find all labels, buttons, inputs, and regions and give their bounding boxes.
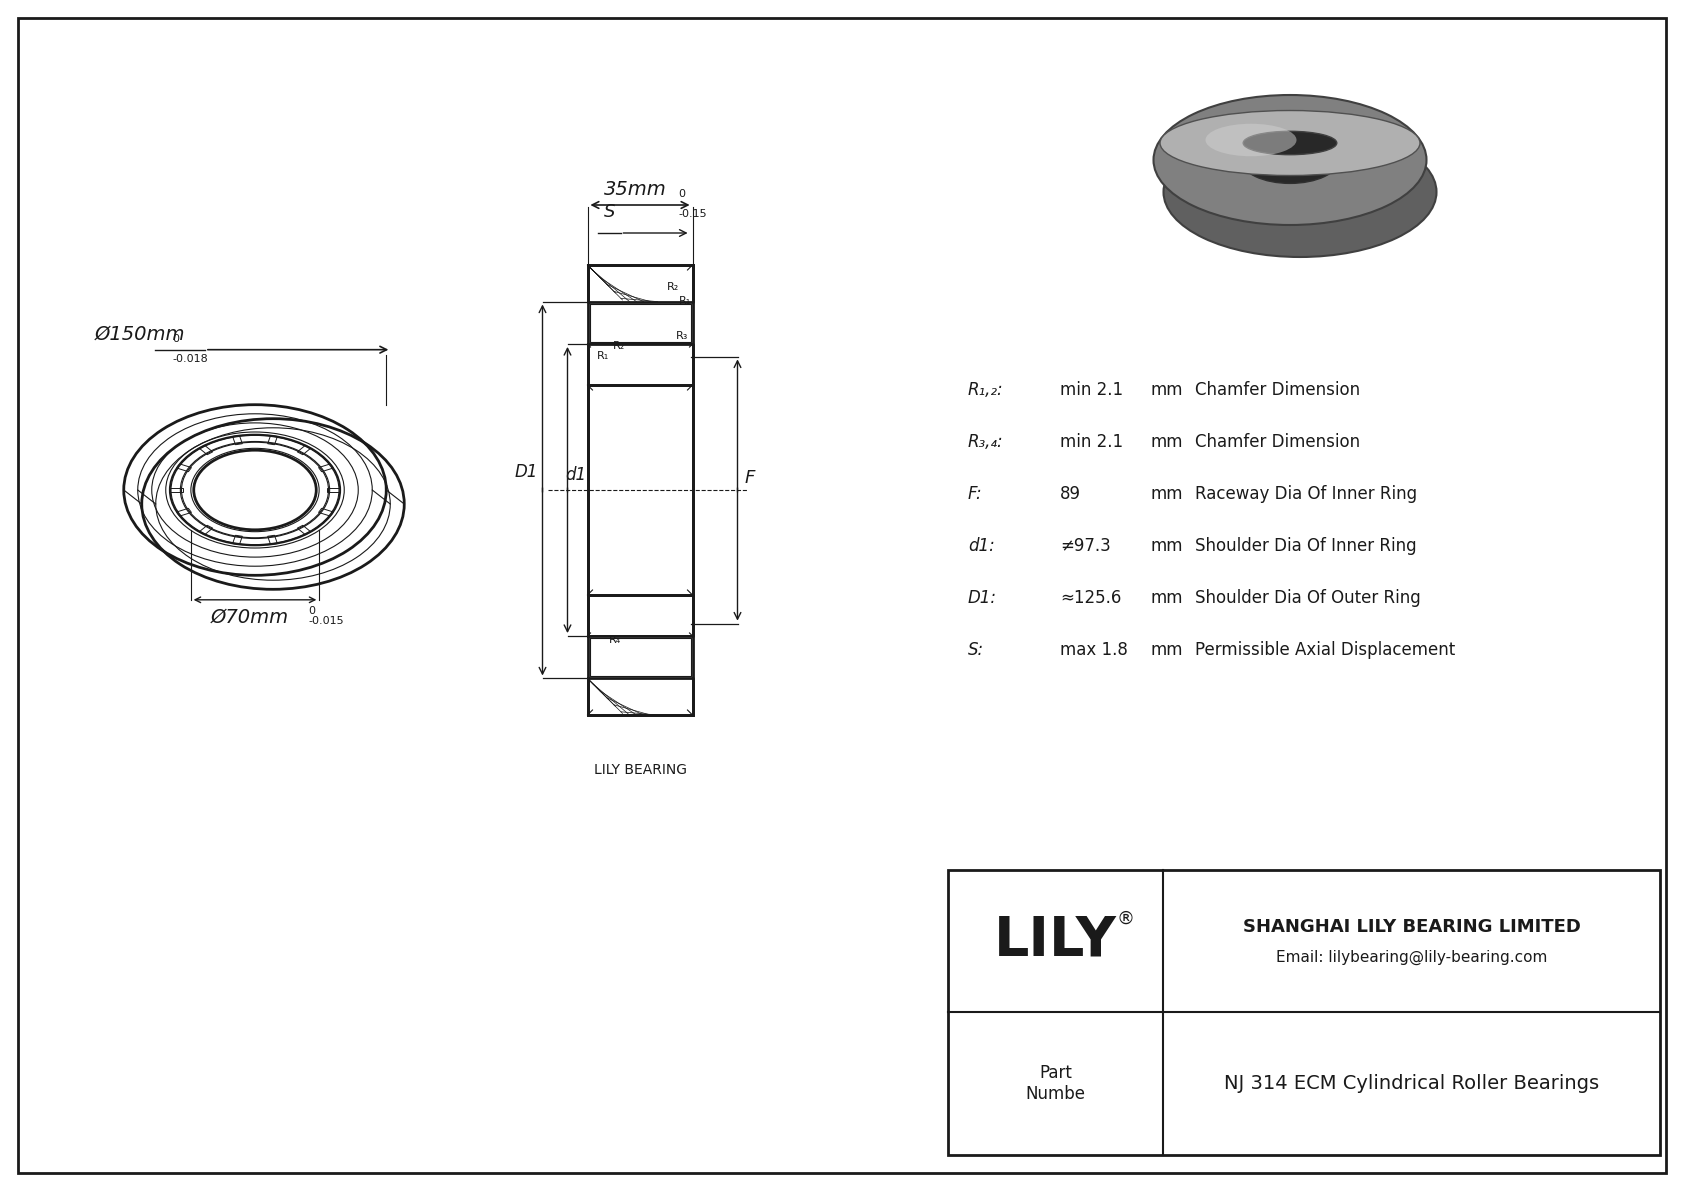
Ellipse shape [1154,95,1426,225]
Text: 0: 0 [679,189,685,199]
Text: Ø70mm: Ø70mm [210,607,290,626]
Text: F:: F: [968,485,983,503]
Ellipse shape [1164,127,1436,257]
Text: mm: mm [1150,485,1182,503]
Text: d1:: d1: [968,537,995,555]
Text: mm: mm [1150,590,1182,607]
Text: mm: mm [1150,381,1182,399]
Text: D1:: D1: [968,590,997,607]
Text: R₄: R₄ [610,635,621,646]
Text: D1: D1 [514,463,537,481]
Text: Chamfer Dimension: Chamfer Dimension [1196,381,1361,399]
Text: d1: d1 [564,466,586,484]
Bar [948,869,1660,1155]
Text: LILY: LILY [994,913,1116,968]
Ellipse shape [1160,111,1420,175]
Text: R₂: R₂ [667,282,679,292]
Text: SHANGHAI LILY BEARING LIMITED: SHANGHAI LILY BEARING LIMITED [1243,918,1581,936]
Text: R₃: R₃ [677,331,689,341]
Text: S:: S: [968,641,983,659]
Text: Chamfer Dimension: Chamfer Dimension [1196,434,1361,451]
Text: -0.015: -0.015 [308,616,344,625]
Text: max 1.8: max 1.8 [1059,641,1128,659]
Text: LILY BEARING: LILY BEARING [593,763,687,777]
Ellipse shape [1241,137,1339,183]
Text: Shoulder Dia Of Outer Ring: Shoulder Dia Of Outer Ring [1196,590,1421,607]
Text: min 2.1: min 2.1 [1059,381,1123,399]
Text: ®: ® [1116,910,1135,928]
Text: Ø150mm: Ø150mm [94,325,185,344]
Text: 0: 0 [172,333,179,344]
Text: S: S [605,202,615,222]
Text: 0: 0 [308,606,315,616]
Text: R₂: R₂ [613,341,626,351]
Text: 89: 89 [1059,485,1081,503]
Text: Raceway Dia Of Inner Ring: Raceway Dia Of Inner Ring [1196,485,1418,503]
Text: mm: mm [1150,537,1182,555]
Text: Permissible Axial Displacement: Permissible Axial Displacement [1196,641,1455,659]
Text: Shoulder Dia Of Inner Ring: Shoulder Dia Of Inner Ring [1196,537,1416,555]
Text: min 2.1: min 2.1 [1059,434,1123,451]
Text: 35mm: 35mm [603,180,667,199]
Text: mm: mm [1150,641,1182,659]
Text: R₃,₄:: R₃,₄: [968,434,1004,451]
Text: -0.018: -0.018 [172,354,207,363]
Text: ≠97.3: ≠97.3 [1059,537,1111,555]
Text: ≈125.6: ≈125.6 [1059,590,1122,607]
Text: R₁,₂:: R₁,₂: [968,381,1004,399]
Text: NJ 314 ECM Cylindrical Roller Bearings: NJ 314 ECM Cylindrical Roller Bearings [1224,1074,1600,1093]
Text: Part
Numbe: Part Numbe [1026,1064,1086,1103]
Text: Email: lilybearing@lily-bearing.com: Email: lilybearing@lily-bearing.com [1276,949,1548,965]
Text: F: F [744,469,754,487]
Ellipse shape [1206,124,1297,156]
Text: mm: mm [1150,434,1182,451]
Text: R₁: R₁ [679,297,692,306]
Text: R₁: R₁ [598,351,610,361]
Ellipse shape [1243,131,1337,155]
Text: -0.15: -0.15 [679,208,707,219]
